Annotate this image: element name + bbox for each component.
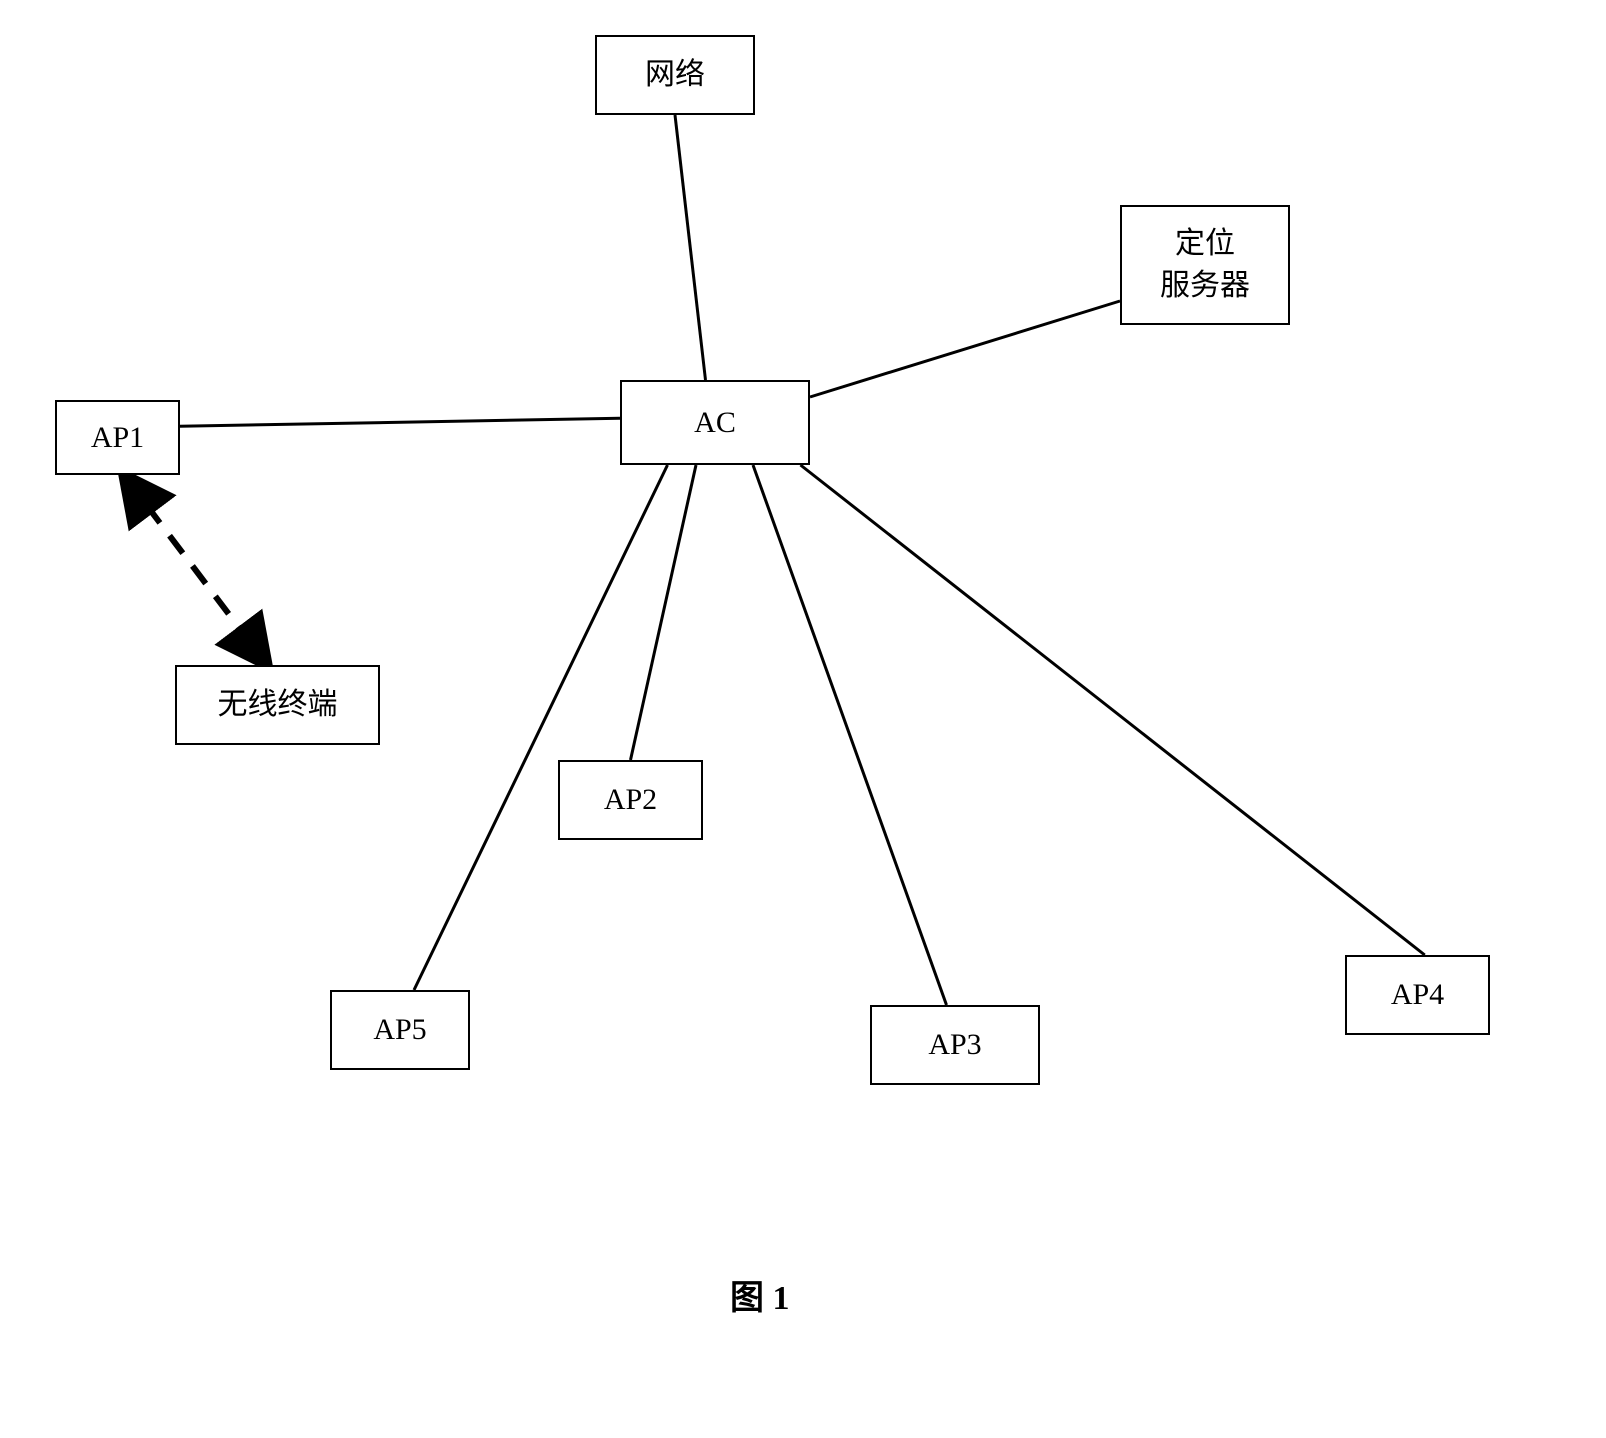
node-ap2: AP2	[558, 760, 703, 840]
node-label: 网络	[645, 54, 705, 96]
node-ap5: AP5	[330, 990, 470, 1070]
node-label: AP4	[1391, 974, 1444, 1016]
node-locserver: 定位服务器	[1120, 205, 1290, 325]
node-label: AP5	[373, 1009, 426, 1051]
node-label: AP3	[928, 1024, 981, 1066]
node-ap3: AP3	[870, 1005, 1040, 1085]
node-ap1: AP1	[55, 400, 180, 475]
node-ac: AC	[620, 380, 810, 465]
node-label: 定位服务器	[1160, 223, 1250, 307]
node-network: 网络	[595, 35, 755, 115]
network-diagram: 网络 定位服务器 AC AP1 无线终端 AP2 AP5 AP3 AP4 图 1	[0, 0, 1606, 1438]
node-label: 无线终端	[218, 684, 338, 726]
node-label: AC	[694, 402, 736, 444]
node-wterm: 无线终端	[175, 665, 380, 745]
node-label: AP2	[604, 779, 657, 821]
node-ap4: AP4	[1345, 955, 1490, 1035]
node-label: AP1	[91, 417, 144, 459]
figure-caption: 图 1	[730, 1270, 790, 1319]
